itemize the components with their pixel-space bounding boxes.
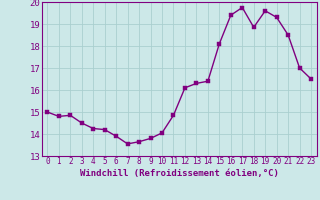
X-axis label: Windchill (Refroidissement éolien,°C): Windchill (Refroidissement éolien,°C) [80,169,279,178]
